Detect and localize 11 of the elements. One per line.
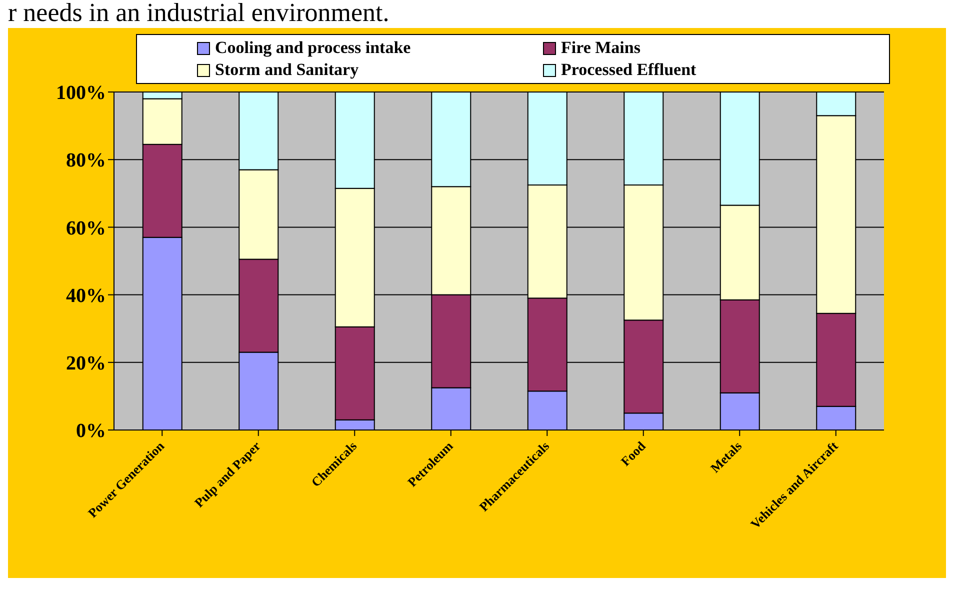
legend-label: Cooling and process intake: [215, 37, 411, 59]
y-tick-label: 20%: [66, 352, 106, 374]
y-tick-label: 40%: [66, 284, 106, 307]
y-tick-label: 80%: [66, 150, 106, 172]
y-tick-label: 60%: [66, 217, 106, 240]
legend-label: Storm and Sanitary: [215, 59, 359, 81]
chart-title: r needs in an industrial environment.: [8, 0, 390, 28]
y-tick-label: 0%: [76, 420, 106, 442]
legend-label: Fire Mains: [561, 37, 640, 59]
legend-label: Processed Effluent: [561, 59, 696, 81]
y-tick-label: 100%: [56, 82, 106, 104]
